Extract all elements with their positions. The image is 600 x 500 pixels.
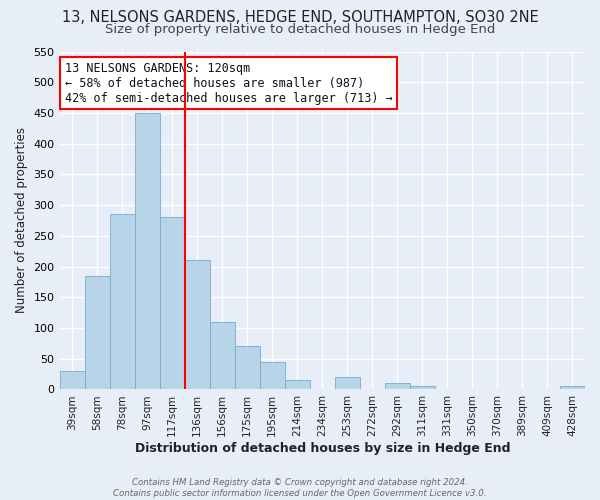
Text: Contains HM Land Registry data © Crown copyright and database right 2024.
Contai: Contains HM Land Registry data © Crown c…	[113, 478, 487, 498]
Bar	[260, 362, 285, 390]
Bar	[185, 260, 209, 390]
Bar	[235, 346, 260, 390]
Bar	[134, 113, 160, 390]
Text: 13, NELSONS GARDENS, HEDGE END, SOUTHAMPTON, SO30 2NE: 13, NELSONS GARDENS, HEDGE END, SOUTHAMP…	[62, 10, 538, 25]
Bar	[560, 386, 585, 390]
Bar	[385, 384, 410, 390]
Text: Size of property relative to detached houses in Hedge End: Size of property relative to detached ho…	[105, 22, 495, 36]
Bar	[335, 377, 360, 390]
Bar	[285, 380, 310, 390]
Bar	[110, 214, 134, 390]
Bar	[410, 386, 435, 390]
Bar	[209, 322, 235, 390]
Text: 13 NELSONS GARDENS: 120sqm
← 58% of detached houses are smaller (987)
42% of sem: 13 NELSONS GARDENS: 120sqm ← 58% of deta…	[65, 62, 392, 104]
Bar	[85, 276, 110, 390]
X-axis label: Distribution of detached houses by size in Hedge End: Distribution of detached houses by size …	[134, 442, 510, 455]
Bar	[160, 218, 185, 390]
Y-axis label: Number of detached properties: Number of detached properties	[15, 128, 28, 314]
Bar	[59, 371, 85, 390]
